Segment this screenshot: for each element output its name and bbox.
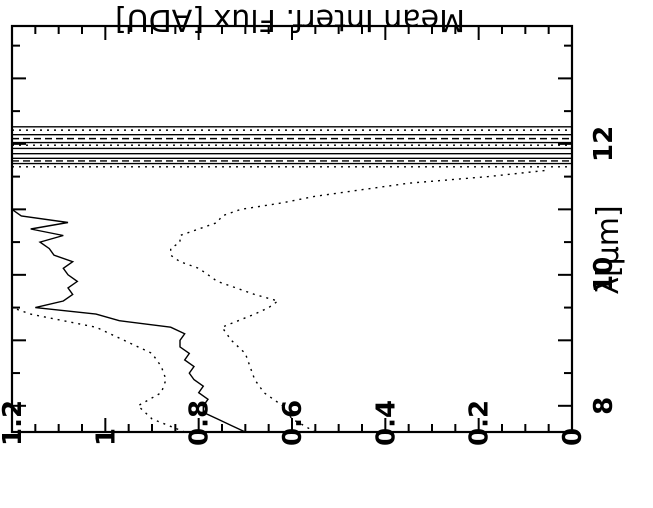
- flux-tick-label: 1.2: [0, 400, 28, 446]
- series-line-solid: [12, 208, 246, 432]
- wavelength-tick-label: 12: [589, 126, 619, 162]
- series-line-dotted: [169, 169, 549, 432]
- series-line-dotted: [12, 306, 185, 432]
- plot-area: [12, 126, 572, 432]
- flux-tick-label: 0: [558, 428, 588, 446]
- flux-tick-label: 0.6: [278, 400, 308, 446]
- flux-tick-label: 0.4: [371, 400, 401, 446]
- plot-frame: [10, 24, 574, 434]
- flux-tick-label: 0.8: [185, 400, 215, 446]
- plot-clip-group: [12, 126, 572, 432]
- plot-border: [10, 24, 574, 434]
- flux-tick-label: 0.2: [465, 400, 495, 446]
- wavelength-tick-label: 8: [589, 397, 619, 415]
- y-axis-title: Mean Interf. Flux [ADU]: [115, 2, 465, 37]
- x-axis-title: λ[μm]: [591, 205, 626, 294]
- axis-labels: λ[μm] Mean Interf. Flux [ADU] 0 0.2 0.4 0.6…: [0, 2, 626, 446]
- axis-ticks: [11, 26, 573, 432]
- flux-tick-label: 1: [91, 428, 121, 446]
- wavelength-tick-label: 10: [589, 257, 619, 293]
